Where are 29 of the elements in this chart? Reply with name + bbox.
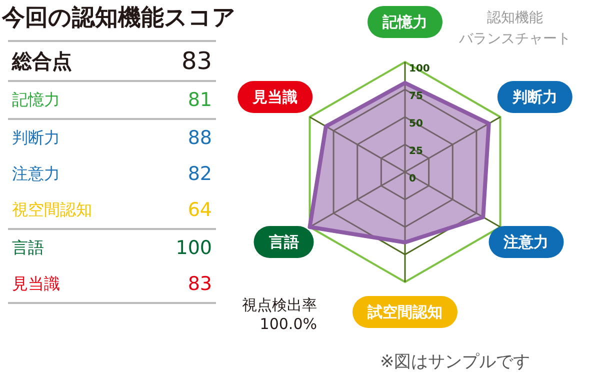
data-label: 81 — [146, 81, 216, 119]
y-tick-label: 25 — [409, 146, 423, 158]
text: 今回の認知機能スコア — [2, 4, 236, 33]
category-label: 記憶力 — [8, 81, 146, 119]
text: 視点検出率 100.0% — [241, 296, 317, 333]
category-label: 言語 — [8, 229, 146, 266]
category-label: 注意力 — [11, 162, 61, 184]
category-label: 判断力 — [8, 119, 146, 156]
spoke-label: 記憶力 — [382, 12, 428, 31]
spoke-label: 言語 — [268, 232, 299, 251]
data-label: 83 — [146, 41, 216, 81]
y-tick-label: 50 — [409, 118, 423, 130]
category-label: 視空間認知 — [11, 198, 93, 220]
data-label: 64 — [186, 198, 213, 223]
data-label: 82 — [186, 162, 213, 187]
data-label: 88 — [146, 119, 216, 156]
category-label: 見当識 — [8, 266, 146, 303]
spoke-label: 注意力 — [502, 232, 549, 251]
spoke-label: 試空間認知 — [366, 302, 442, 321]
y-tick-label: 0 — [409, 174, 416, 185]
y-tick-label: 75 — [409, 91, 423, 102]
chart-title: 認知機能 — [486, 9, 544, 28]
spoke-label: 判断力 — [511, 88, 558, 106]
text: バランスチャート — [458, 30, 572, 49]
data-label: 83 — [146, 266, 216, 303]
text: ※図はサンプルです — [380, 351, 530, 373]
category-label: 総合点 — [8, 41, 146, 81]
data-label: 100 — [146, 229, 216, 266]
spoke-label: 見当識 — [252, 88, 298, 106]
